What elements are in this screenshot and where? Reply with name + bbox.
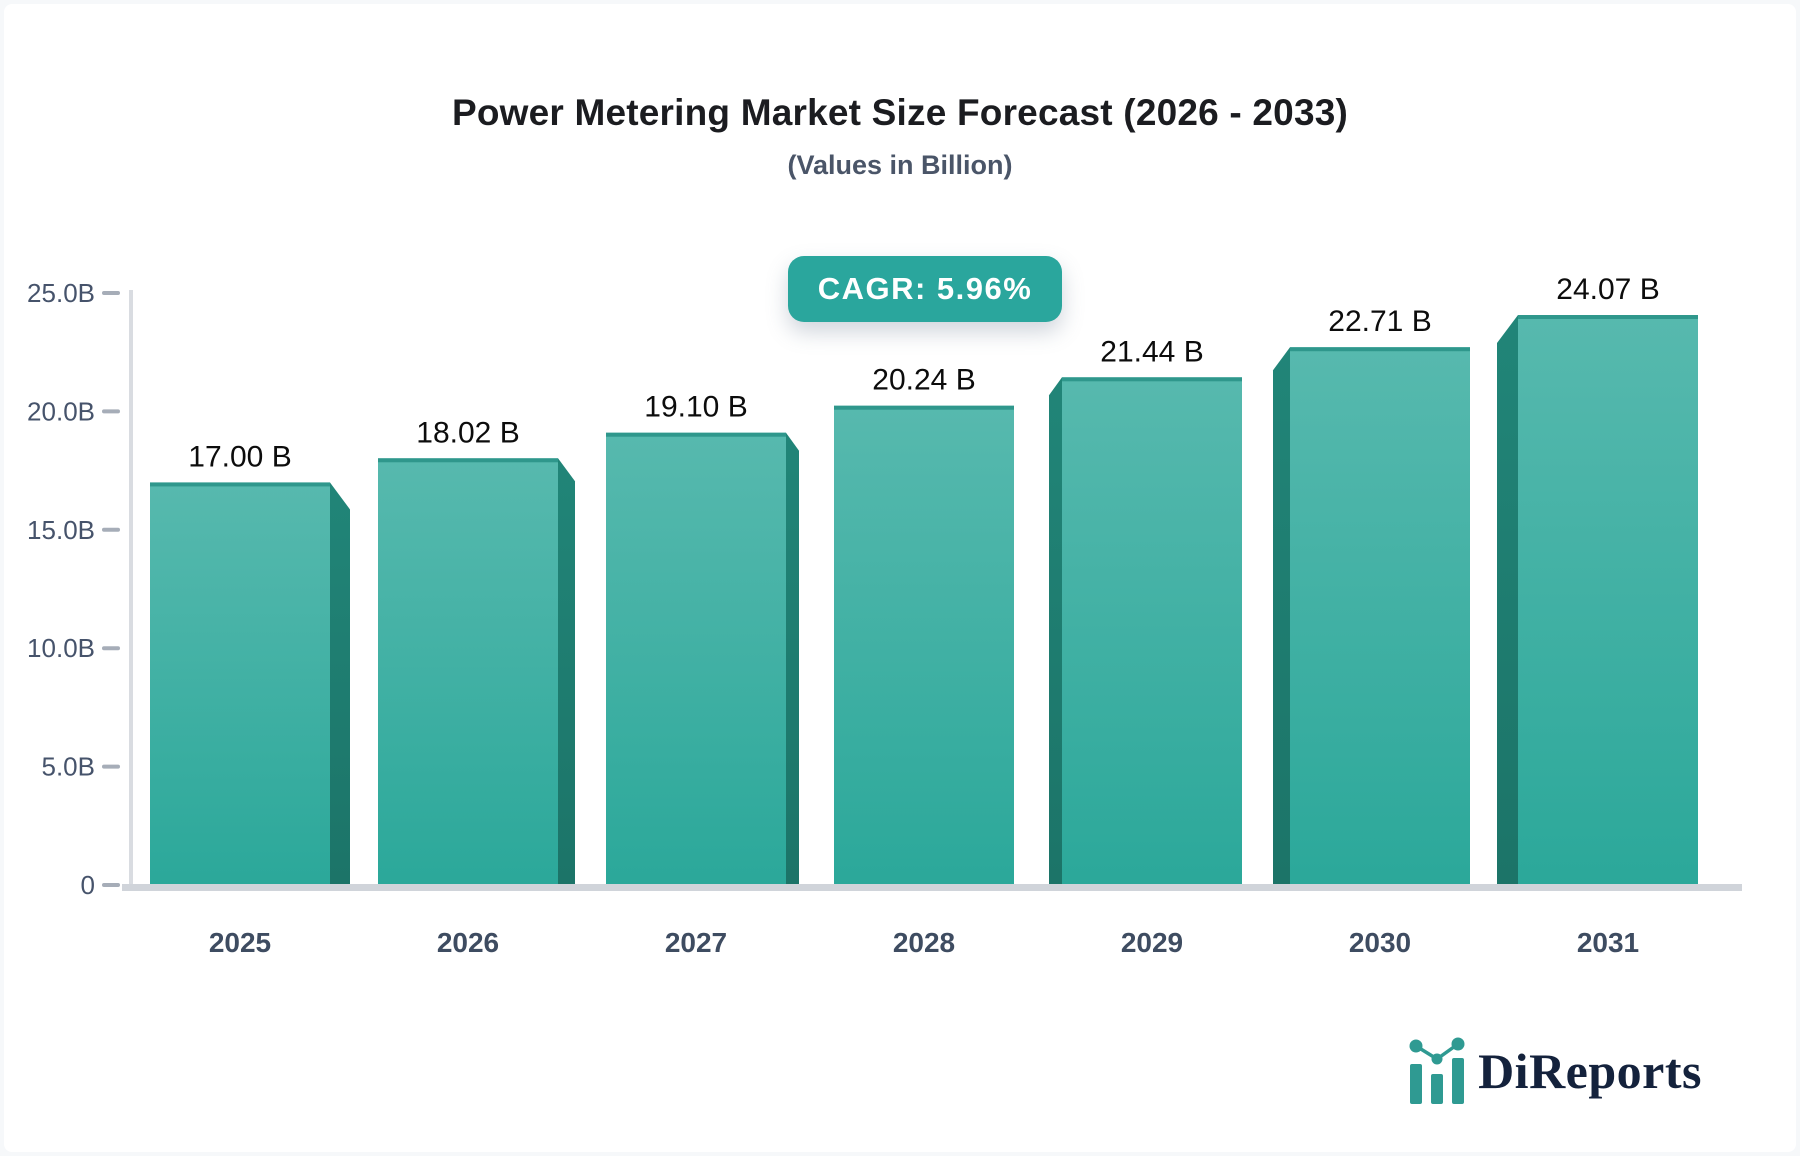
x-axis-baseline	[122, 884, 1742, 891]
bar-value-label: 24.07 B	[1556, 273, 1659, 306]
y-axis-tick-label: 20.0B	[27, 396, 95, 426]
x-axis-label: 2026	[437, 927, 499, 958]
bar-top-edge-2031	[1518, 315, 1698, 320]
x-axis-label: 2031	[1577, 927, 1639, 958]
bar-side-2027	[786, 432, 799, 885]
y-axis-tick	[102, 764, 120, 769]
y-axis-line	[129, 290, 133, 885]
x-axis-label: 2030	[1349, 927, 1411, 958]
x-axis-label: 2028	[893, 927, 955, 958]
bar-2029	[1062, 377, 1242, 885]
bar-side-2030	[1273, 347, 1290, 886]
direports-logo-text: DiReports	[1478, 1043, 1702, 1099]
y-axis-tick-label: 0	[81, 870, 95, 900]
logo-bar-2	[1431, 1074, 1444, 1104]
chart-title: Power Metering Market Size Forecast (202…	[451, 92, 1349, 133]
y-axis-tick-label: 5.0B	[42, 752, 96, 782]
bar-top-edge-2026	[378, 458, 558, 463]
y-axis-tick	[102, 527, 120, 532]
bar-2027	[606, 432, 786, 885]
bar-value-label: 19.10 B	[644, 391, 747, 424]
y-axis-tick	[102, 409, 120, 414]
direports-logo: DiReports	[1408, 1034, 1702, 1108]
bar-side-2025	[330, 482, 350, 885]
y-axis-tick	[102, 646, 120, 651]
bar-value-label: 18.02 B	[416, 416, 519, 449]
y-axis-tick	[102, 883, 120, 887]
bar-side-2031	[1497, 315, 1518, 885]
chart-header: Power Metering Market Size Forecast (202…	[0, 92, 1800, 181]
logo-bar-3	[1452, 1058, 1465, 1104]
cagr-badge-label: CAGR: 5.96%	[817, 271, 1033, 306]
x-axis-label: 2025	[209, 927, 271, 958]
bar-2028	[834, 405, 1014, 885]
logo-dot-2	[1431, 1053, 1443, 1065]
logo-bar-1	[1410, 1064, 1423, 1104]
bar-2030	[1290, 347, 1470, 886]
cagr-badge: CAGR: 5.96%	[788, 256, 1062, 322]
bar-2026	[378, 458, 558, 885]
y-axis-tick-label: 25.0B	[27, 278, 95, 308]
bar-top-edge-2028	[834, 405, 1014, 410]
bar-side-2026	[558, 458, 575, 885]
x-axis-label: 2029	[1121, 927, 1183, 958]
direports-logo-icon	[1409, 1037, 1465, 1104]
bar-top-edge-2030	[1290, 347, 1470, 352]
y-axis-tick	[102, 291, 120, 295]
y-axis-tick-label: 10.0B	[27, 633, 95, 663]
bar-value-label: 17.00 B	[188, 440, 291, 473]
bar-2025	[150, 482, 330, 885]
chart-subtitle: (Values in Billion)	[787, 150, 1013, 180]
bar-top-edge-2029	[1062, 377, 1242, 382]
bar-value-label: 20.24 B	[872, 364, 975, 397]
logo-dot-3	[1451, 1037, 1465, 1051]
bar-value-label: 22.71 B	[1328, 305, 1431, 338]
bar-top-edge-2027	[606, 432, 786, 437]
bar-value-label: 21.44 B	[1100, 335, 1203, 368]
x-axis-label: 2027	[665, 927, 727, 958]
logo-dot-1	[1409, 1039, 1423, 1053]
bar-2031	[1518, 315, 1698, 885]
bar-side-2029	[1049, 377, 1062, 885]
bar-top-edge-2025	[150, 482, 330, 487]
y-axis-tick-label: 15.0B	[27, 515, 95, 545]
